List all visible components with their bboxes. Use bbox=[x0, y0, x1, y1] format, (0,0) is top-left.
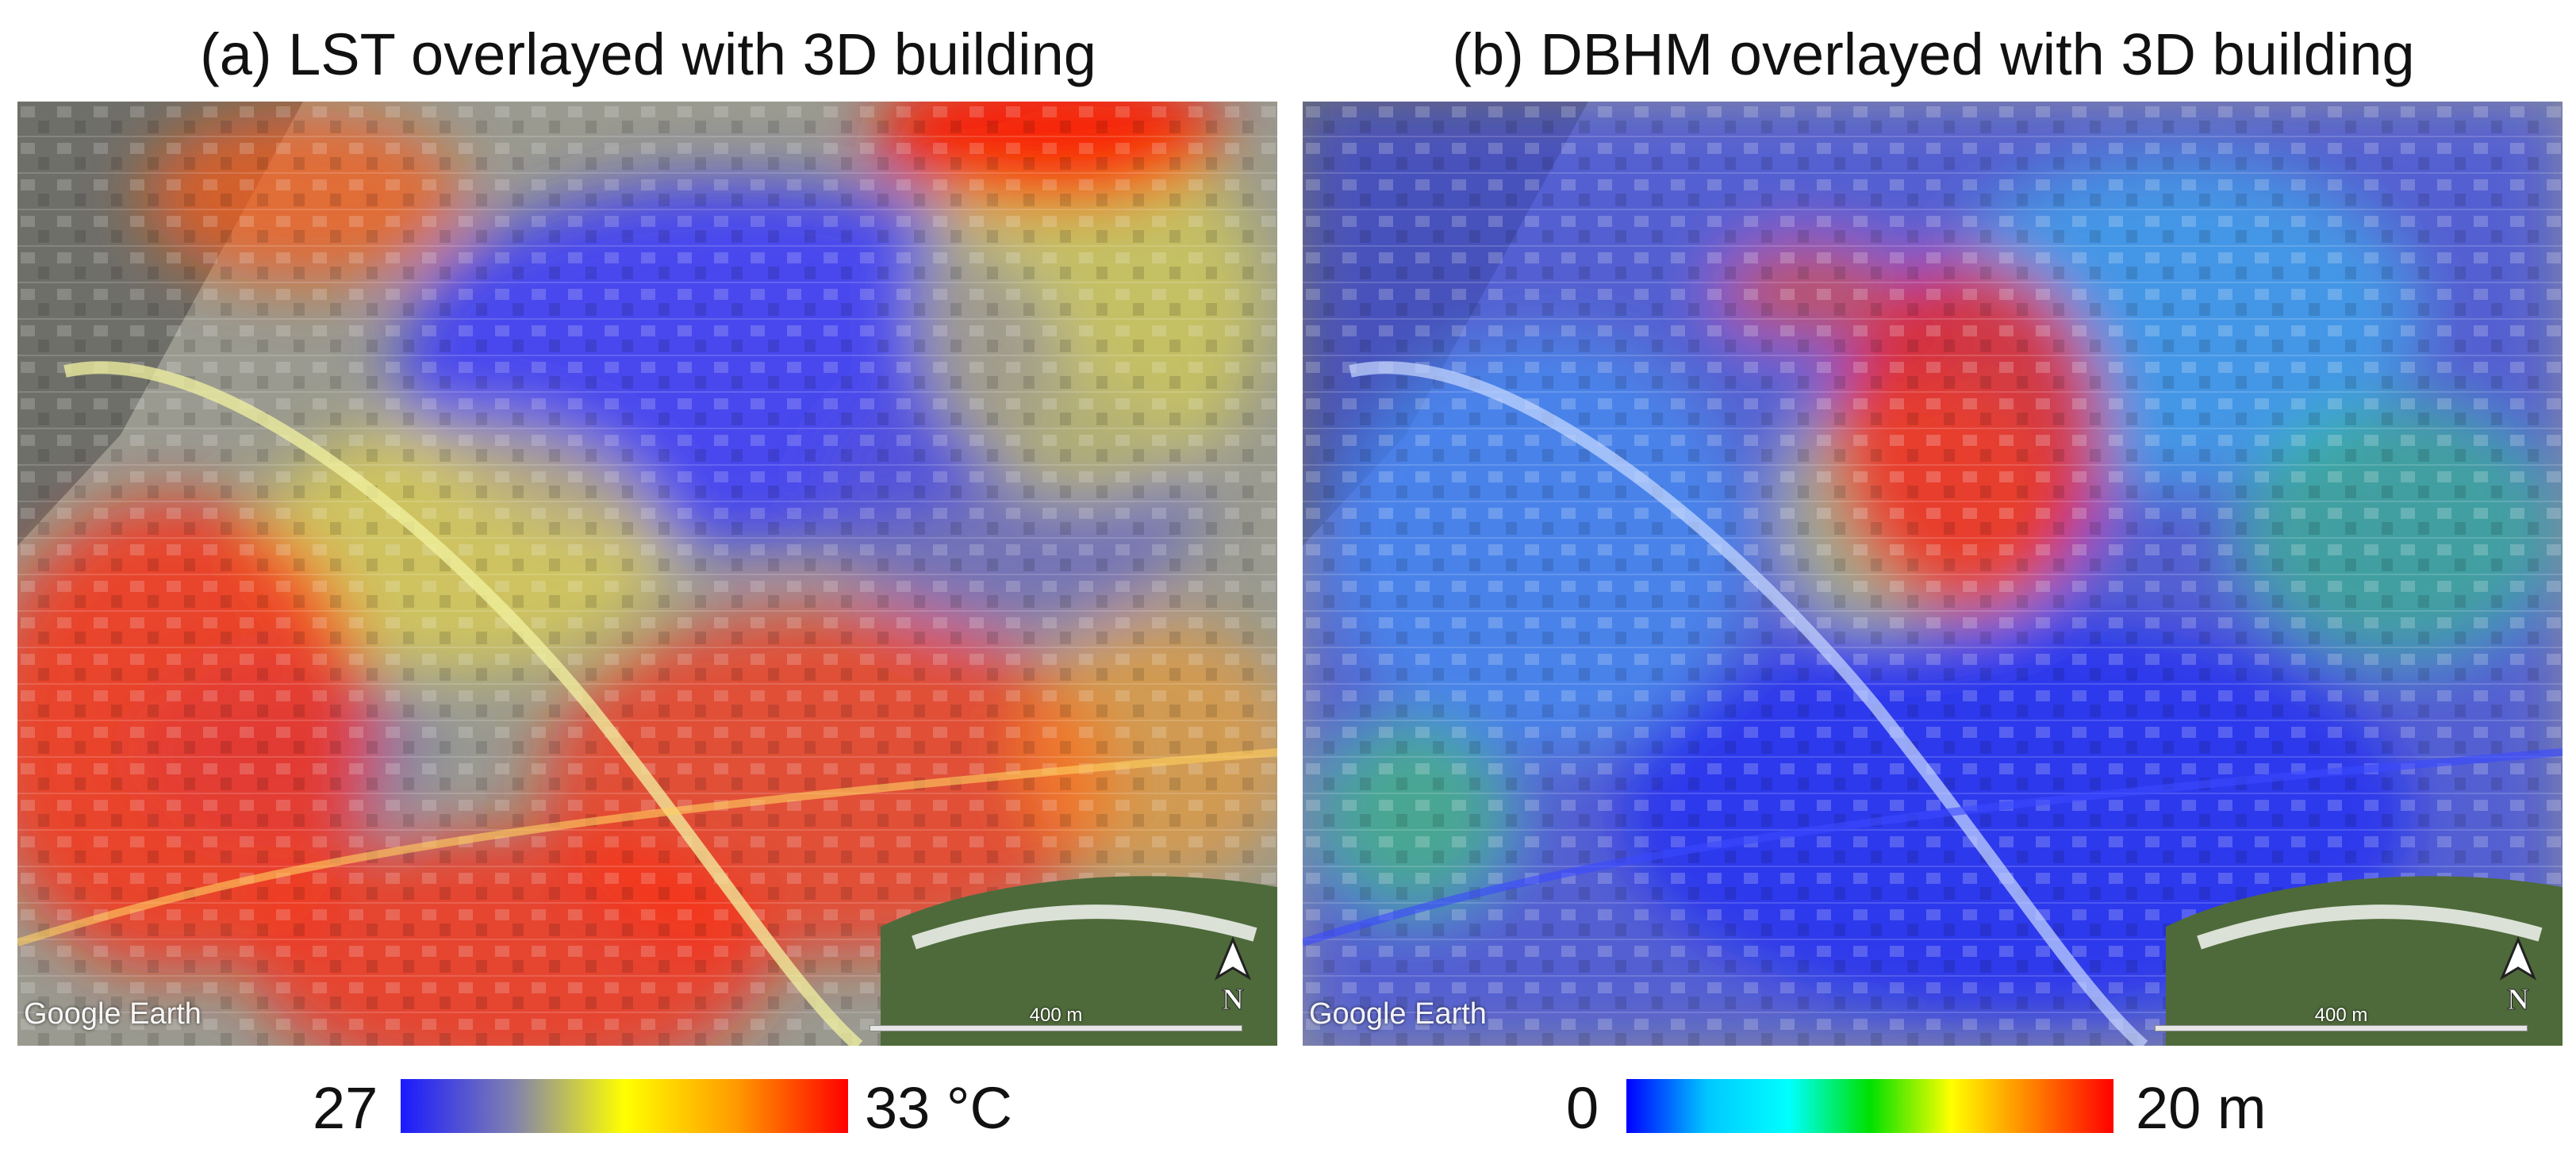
dbhm-map-view[interactable]: Google Earth 400 m N bbox=[1303, 102, 2563, 1046]
north-arrow-icon[interactable]: N bbox=[2494, 936, 2542, 1016]
lst-map-view[interactable]: Google Earth 400 m N bbox=[17, 102, 1277, 1046]
legend-min-label: 27 bbox=[313, 1075, 378, 1141]
legend-color-bar bbox=[1626, 1079, 2113, 1133]
panel-lst: (a) LST overlayed with 3D building bbox=[17, 0, 1279, 1156]
legend-max-label: 20 m bbox=[2136, 1075, 2267, 1141]
lst-legend: 27 33 °C bbox=[17, 1070, 1279, 1141]
scale-label: 400 m bbox=[1029, 1004, 1083, 1026]
scale-line bbox=[870, 1025, 1242, 1031]
dbhm-legend: 0 20 m bbox=[1303, 1070, 2564, 1141]
north-arrow-icon[interactable]: N bbox=[1209, 936, 1257, 1016]
panel-title: (a) LST overlayed with 3D building bbox=[200, 21, 1096, 87]
north-label: N bbox=[2507, 983, 2528, 1016]
legend-min-label: 0 bbox=[1566, 1075, 1599, 1141]
lst-heat-overlay bbox=[17, 102, 1277, 1046]
north-label: N bbox=[1222, 983, 1243, 1016]
scale-bar: 400 m bbox=[2155, 1004, 2528, 1038]
scale-bar: 400 m bbox=[870, 1004, 1242, 1038]
scale-line bbox=[2155, 1025, 2528, 1031]
google-earth-watermark: Google Earth bbox=[1309, 997, 1487, 1031]
google-earth-watermark: Google Earth bbox=[24, 997, 202, 1031]
scale-label: 400 m bbox=[2314, 1004, 2368, 1026]
dbhm-height-overlay bbox=[1303, 102, 2563, 1046]
legend-color-bar bbox=[401, 1079, 848, 1133]
panel-title: (b) DBHM overlayed with 3D building bbox=[1452, 21, 2415, 87]
legend-max-label: 33 °C bbox=[865, 1075, 1012, 1141]
panel-dbhm: (b) DBHM overlayed with 3D building bbox=[1303, 0, 2564, 1156]
